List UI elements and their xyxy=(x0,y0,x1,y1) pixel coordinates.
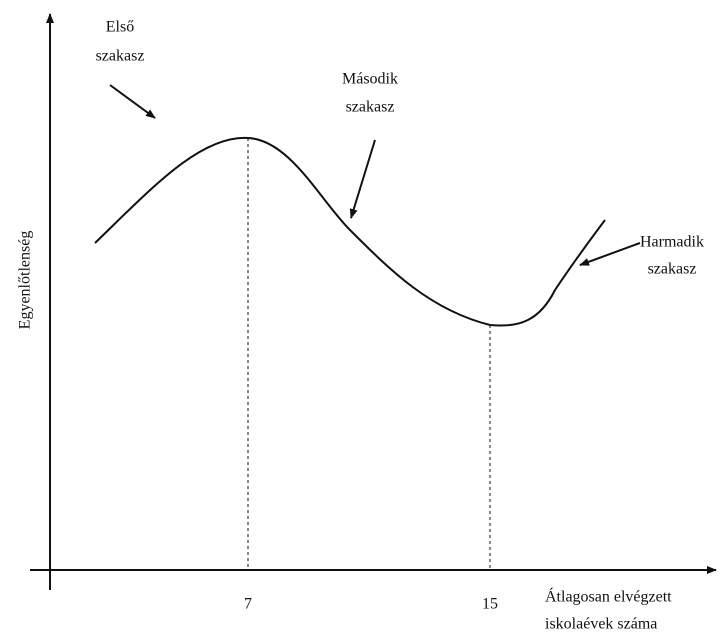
arrow xyxy=(109,84,156,119)
annotation: szakasz xyxy=(648,261,697,278)
annotation: szakasz xyxy=(96,48,145,65)
y-axis-label: Egyenlőtlenség xyxy=(17,231,34,330)
annotation: Első xyxy=(106,19,134,36)
annotation: Második xyxy=(342,71,398,88)
curve xyxy=(94,136,606,327)
x-axis-label: iskolaévek száma xyxy=(545,616,657,632)
annotation: szakasz xyxy=(346,99,395,116)
x-tick-label: 15 xyxy=(482,596,498,613)
arrow xyxy=(579,242,641,266)
x-tick-label: 7 xyxy=(244,596,252,613)
arrow xyxy=(349,139,376,219)
annotation: Harmadik xyxy=(640,234,704,251)
x-axis-label: Átlagosan elvégzett xyxy=(545,587,672,606)
